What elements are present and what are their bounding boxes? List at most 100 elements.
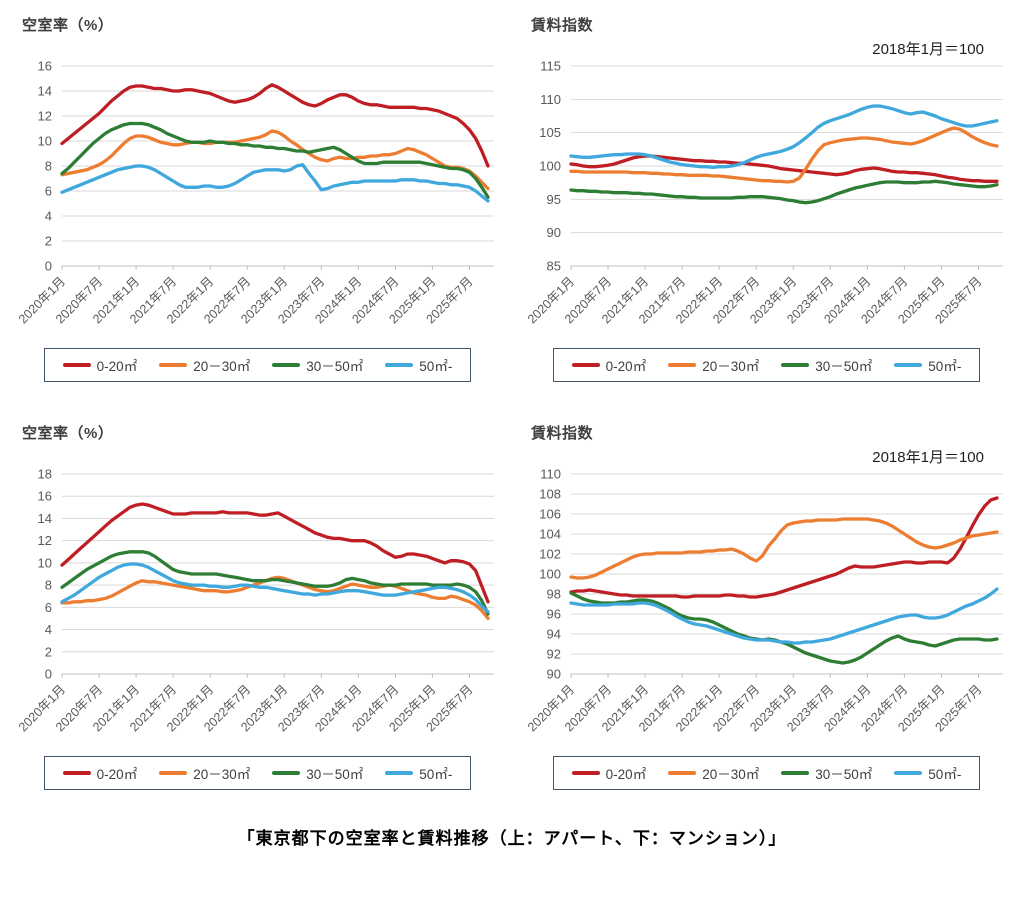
svg-text:0: 0	[45, 259, 52, 274]
svg-text:105: 105	[539, 125, 561, 140]
legend-label: 20－30㎡	[193, 359, 251, 374]
legend-line-swatch	[571, 363, 600, 367]
legend: 0-20㎡ 20－30㎡ 30－50㎡ 50㎡-	[552, 348, 981, 382]
charts-grid: 空室率（%） 0 2 4 6 8 10 12 14 16 2020年1月 2020年7月 2021年1…	[10, 6, 1014, 796]
legend-label: 50㎡-	[419, 359, 453, 374]
legend-label: 0-20㎡	[96, 767, 138, 782]
line-plot: 90929496981001021041061081102020年1月2020年…	[525, 467, 1003, 734]
legend-line-swatch	[159, 363, 188, 367]
legend-line-swatch	[781, 771, 810, 775]
legend-label: 30－50㎡	[306, 767, 364, 782]
svg-text:94: 94	[547, 627, 561, 642]
legend-label: 30－50㎡	[306, 359, 364, 374]
legend-line-swatch	[159, 771, 188, 775]
series-line-20－30㎡	[60, 129, 490, 191]
svg-text:14: 14	[38, 84, 52, 99]
chart-mansion-rent-index: 賃料指数 2018年1月＝100 90 92 94 96 98 100 102 104 106 1…	[519, 414, 1014, 796]
legend-label: 0-20㎡	[96, 359, 138, 374]
svg-text:14: 14	[38, 511, 52, 526]
legend-item: 50㎡-	[385, 763, 452, 783]
index-base-note: 2018年1月＝100	[872, 449, 984, 466]
svg-text:4: 4	[45, 622, 52, 637]
legend-line-swatch	[385, 771, 414, 775]
svg-text:110: 110	[540, 92, 561, 107]
legend-line-swatch	[668, 363, 697, 367]
series-line-20－30㎡	[60, 575, 490, 621]
series-line-50㎡-	[60, 562, 490, 614]
series-line-50㎡-	[569, 104, 999, 169]
svg-text:16: 16	[38, 489, 52, 504]
legend: 0-20㎡ 20－30㎡ 30－50㎡ 50㎡-	[552, 756, 981, 790]
svg-text:98: 98	[547, 587, 561, 602]
svg-text:4: 4	[45, 209, 52, 224]
svg-text:90: 90	[547, 225, 561, 240]
svg-text:108: 108	[539, 487, 561, 502]
legend-item: 30－50㎡	[272, 763, 363, 783]
legend: 0-20㎡ 20－30㎡ 30－50㎡ 50㎡-	[43, 756, 472, 790]
series-line-50㎡-	[569, 587, 999, 645]
svg-text:90: 90	[547, 667, 561, 682]
svg-text:0: 0	[45, 667, 52, 682]
legend-line-swatch	[62, 771, 91, 775]
legend-item: 0-20㎡	[571, 355, 647, 375]
legend-line-swatch	[894, 771, 923, 775]
index-base-note: 2018年1月＝100	[872, 41, 984, 58]
svg-text:100: 100	[539, 159, 561, 174]
svg-text:95: 95	[547, 192, 561, 207]
legend-line-swatch	[571, 771, 600, 775]
series-line-30－50㎡	[60, 550, 490, 616]
series-line-0-20㎡	[60, 502, 490, 604]
chart-header: 空室率（%）	[10, 6, 505, 46]
series-line-20－30㎡	[569, 126, 999, 184]
svg-text:102: 102	[539, 547, 561, 562]
chart-title: 空室率（%）	[22, 425, 114, 442]
svg-text:2: 2	[45, 234, 52, 249]
svg-text:16: 16	[38, 59, 52, 74]
legend-label: 20－30㎡	[193, 767, 251, 782]
legend-item: 0-20㎡	[571, 763, 646, 783]
series-line-50㎡-	[60, 163, 490, 203]
svg-text:12: 12	[38, 109, 52, 124]
legend-label: 30－50㎡	[815, 767, 873, 782]
legend-label: 50㎡-	[419, 767, 453, 782]
series-line-0-20㎡	[569, 496, 999, 599]
legend-line-swatch	[894, 363, 923, 367]
legend-label: 20－30㎡	[702, 767, 760, 782]
legend-line-swatch	[272, 363, 301, 367]
legend-item: 0-20㎡	[62, 763, 138, 783]
svg-text:85: 85	[547, 259, 561, 274]
legend-item: 50㎡-	[894, 355, 961, 375]
chart-header: 賃料指数 2018年1月＝100	[519, 414, 1014, 466]
line-plot: 8590951001051101152020年1月2020年7月2021年1月2…	[525, 59, 1003, 326]
legend-line-swatch	[781, 363, 810, 367]
legend-line-swatch	[668, 771, 697, 775]
chart-header: 賃料指数 2018年1月＝100	[519, 6, 1014, 58]
figure-caption: 「東京都下の空室率と賃料推移（上：アパート、下：マンション）」	[237, 829, 787, 848]
legend-item: 20－30㎡	[159, 763, 250, 783]
svg-text:18: 18	[38, 467, 52, 482]
svg-text:100: 100	[539, 567, 561, 582]
series-line-20－30㎡	[569, 517, 999, 580]
chart-title: 賃料指数	[531, 425, 594, 442]
chart-mansion-vacancy: 空室率（%） 0 2 4 6 8 10 12 14 16 18 2020年1月 2020年7月 2021…	[10, 414, 505, 796]
legend-label: 50㎡-	[928, 767, 962, 782]
chart-title: 賃料指数	[531, 17, 594, 34]
legend-label: 30－50㎡	[815, 359, 873, 374]
svg-text:2: 2	[45, 644, 52, 659]
legend-label: 0-20㎡	[605, 359, 647, 374]
series-line-30－50㎡	[60, 121, 490, 199]
legend-line-swatch	[62, 363, 91, 367]
series-line-30－50㎡	[569, 179, 999, 205]
line-plot: 0246810121416182020年1月2020年7月2021年1月2021…	[16, 467, 494, 734]
legend-item: 30－50㎡	[781, 763, 872, 783]
svg-text:104: 104	[539, 527, 561, 542]
legend-label: 50㎡-	[928, 359, 962, 374]
svg-text:96: 96	[547, 607, 561, 622]
chart-apartment-rent-index: 賃料指数 2018年1月＝100 85 90 95 100 105 110 115 2020年…	[519, 6, 1014, 388]
svg-text:92: 92	[547, 647, 561, 662]
line-plot: 02468101214162020年1月2020年7月2021年1月2021年7…	[16, 59, 494, 326]
series-line-0-20㎡	[60, 83, 490, 168]
legend-item: 30－50㎡	[272, 355, 363, 375]
svg-text:8: 8	[45, 159, 52, 174]
legend-item: 30－50㎡	[781, 355, 872, 375]
